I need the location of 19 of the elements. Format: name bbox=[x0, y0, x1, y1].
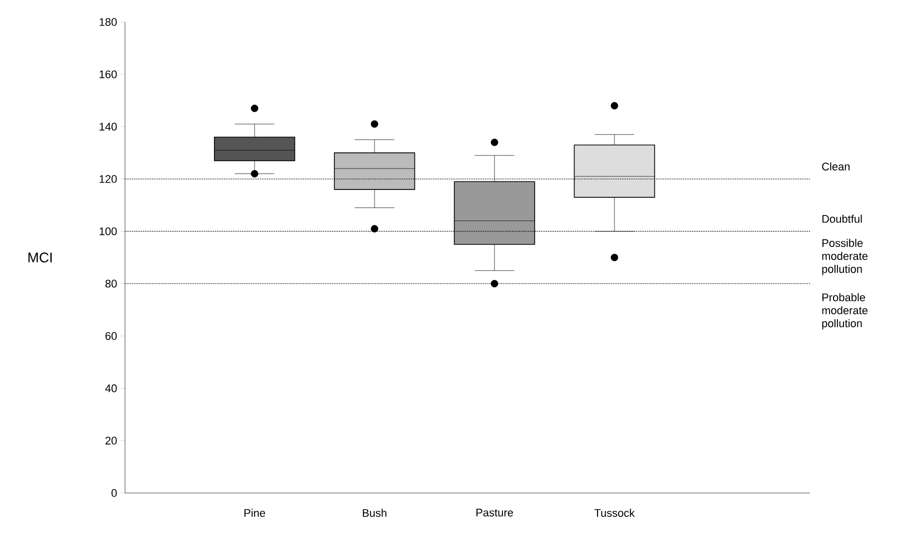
y-tick-label: 0 bbox=[112, 489, 117, 497]
x-tick-label: Tussock bbox=[594, 508, 635, 517]
x-tick-label: Pasture bbox=[476, 508, 513, 516]
y-tick-label: 120 bbox=[100, 175, 117, 183]
ref-line-label: Doubtful bbox=[822, 214, 862, 223]
y-axis-title: MCI bbox=[28, 252, 52, 262]
ref-line-label: Possible moderate pollution bbox=[822, 238, 868, 276]
ref-line-label: Clean bbox=[822, 162, 850, 170]
y-tick-label: 160 bbox=[100, 70, 117, 78]
x-tick-label: Pine bbox=[244, 508, 266, 517]
y-tick-label: 100 bbox=[100, 227, 117, 236]
y-tick-label: 80 bbox=[105, 280, 117, 288]
y-tick-label: 40 bbox=[105, 384, 117, 392]
x-tick-label: Bush bbox=[362, 508, 386, 517]
y-tick-label: 140 bbox=[100, 122, 117, 131]
y-tick-label: 60 bbox=[106, 332, 117, 340]
text: Probable moderate pollution bbox=[822, 293, 868, 330]
y-tick-label: 20 bbox=[106, 436, 117, 445]
y-tick-label: 180 bbox=[100, 18, 117, 26]
